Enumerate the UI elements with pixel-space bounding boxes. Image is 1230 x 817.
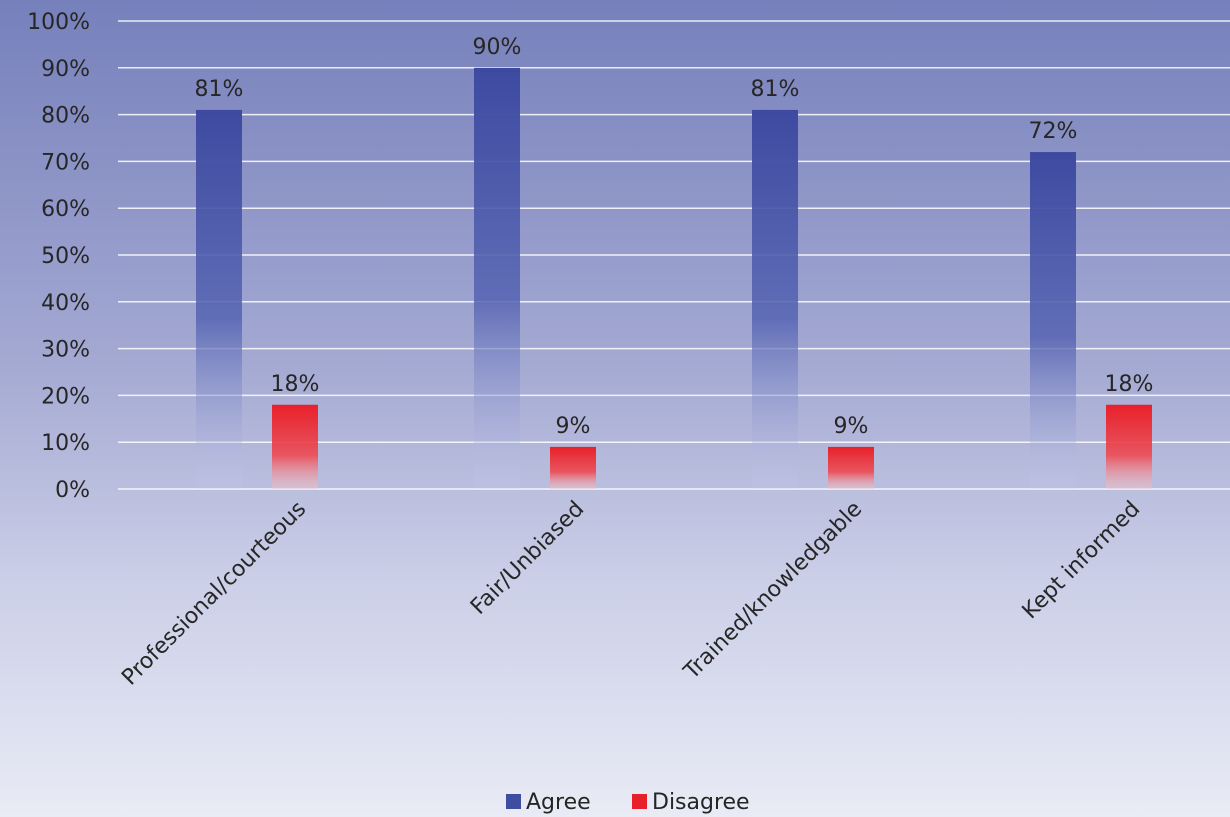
legend-swatch-disagree — [632, 794, 647, 809]
data-label-disagree: 18% — [1105, 372, 1154, 397]
data-label-disagree: 9% — [834, 414, 869, 439]
x-tick-label: Professional/courteous — [117, 497, 311, 691]
y-tick-label: 20% — [41, 384, 90, 409]
legend: Agree Disagree — [506, 790, 750, 815]
y-tick-label: 40% — [41, 291, 90, 316]
data-label-agree: 81% — [195, 77, 244, 102]
y-tick-label: 30% — [41, 338, 90, 363]
data-labels: 81% 18% 90% 9% 81% 9% 72% 18% — [195, 35, 1154, 439]
bar-disagree — [272, 404, 318, 489]
legend-swatch-agree — [506, 794, 521, 809]
y-tick-label: 70% — [41, 150, 90, 175]
y-tick-label: 100% — [27, 10, 90, 35]
y-tick-label: 0% — [55, 478, 90, 503]
data-label-disagree: 9% — [556, 414, 591, 439]
x-tick-label: Fair/Unbiased — [466, 497, 589, 620]
x-axis: Professional/courteous Fair/Unbiased Train… — [117, 497, 1145, 691]
y-tick-label: 10% — [41, 431, 90, 456]
y-tick-label: 50% — [41, 244, 90, 269]
data-label-disagree: 18% — [271, 372, 320, 397]
bar-agree — [474, 67, 520, 490]
data-label-agree: 90% — [473, 35, 522, 60]
bar-agree — [196, 109, 242, 490]
data-label-agree: 72% — [1029, 119, 1078, 144]
y-tick-label: 90% — [41, 57, 90, 82]
bar-disagree — [1106, 404, 1152, 489]
y-axis: 0% 10% 20% 30% 40% 50% 60% 70% 80% 90% 100% — [27, 10, 90, 503]
bar-disagree — [828, 446, 874, 489]
x-tick-label: Kept informed — [1018, 497, 1146, 625]
bar-agree — [1030, 152, 1076, 490]
y-tick-label: 80% — [41, 104, 90, 129]
legend-label-disagree: Disagree — [652, 790, 750, 815]
bars — [196, 67, 1152, 490]
x-tick-label: Trained/knowledgable — [679, 497, 867, 685]
data-label-agree: 81% — [751, 77, 800, 102]
bar-agree — [752, 109, 798, 490]
y-tick-label: 60% — [41, 197, 90, 222]
bar-disagree — [550, 446, 596, 489]
legend-label-agree: Agree — [526, 790, 591, 815]
